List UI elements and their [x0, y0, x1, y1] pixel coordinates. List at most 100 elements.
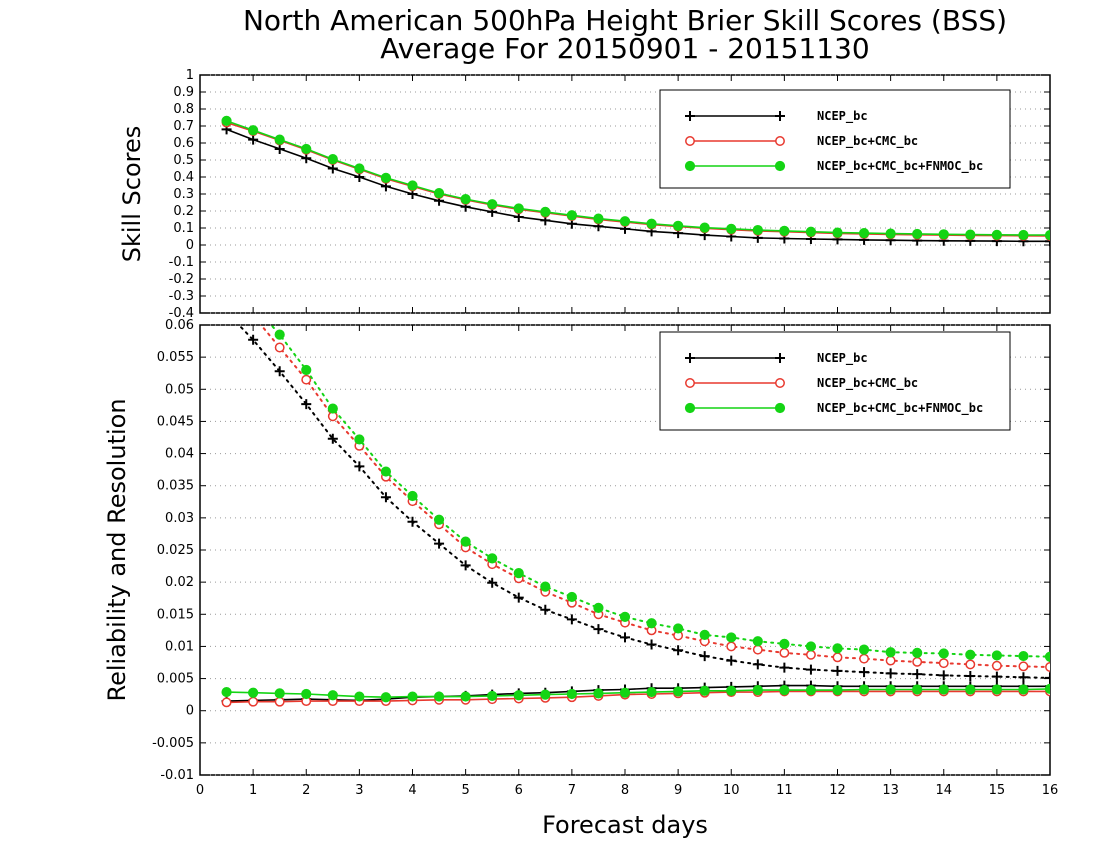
relres-series-ncep-bc-cmc-bc-fnmoc-bc-reliability-point-21	[779, 685, 790, 696]
skill-series-ncep-bc-point-4	[327, 163, 338, 174]
relres-series-ncep-bc-cmc-bc-fnmoc-bc-reliability-point-27	[938, 684, 949, 695]
relres-series-ncep-bc-cmc-bc-fnmoc-bc-reliability-point-0	[221, 686, 232, 698]
xtick-label-16: 16	[1042, 783, 1059, 798]
relres-ytick-label-13: 0.055	[157, 350, 194, 365]
relres-series-ncep-bc-resolution	[237, 325, 1050, 683]
relres-series-ncep-bc-resolution-point-25	[885, 668, 896, 679]
skill-series-ncep-bc-cmc-bc-fnmoc-bc-point-24	[858, 228, 870, 239]
relres-series-ncep-bc-cmc-bc-fnmoc-bc-resolution-point-13	[566, 591, 577, 603]
relres-series-ncep-bc-cmc-bc-fnmoc-bc-reliability-point-2	[274, 688, 285, 699]
skill-legend-marker-b-2	[774, 160, 786, 172]
skill-series-ncep-bc-point-1	[248, 134, 259, 145]
relres-series-ncep-bc-cmc-bc-fnmoc-bc-reliability-point-26	[912, 684, 923, 695]
skill-scores-series	[221, 115, 1050, 247]
relres-series-ncep-bc-cmc-bc-resolution-point-31	[1045, 662, 1050, 672]
relres-ytick-label-14: 0.06	[165, 318, 194, 333]
skill-ytick-label-3: -0.1	[169, 255, 194, 270]
relres-series-ncep-bc-cmc-bc-fnmoc-bc-reliability-point-17	[673, 686, 684, 697]
skill-series-ncep-bc-point-2	[274, 143, 285, 154]
relres-series-ncep-bc-cmc-bc-resolution-line	[259, 325, 1050, 668]
relres-series-ncep-bc-resolution-point-30	[1018, 672, 1029, 683]
xtick-label-15: 15	[989, 783, 1006, 798]
skill-ytick-label-7: 0.3	[173, 187, 194, 202]
relres-ytick-label-3: 0.005	[157, 672, 194, 687]
relres-series-ncep-bc-cmc-bc-fnmoc-bc-resolution-point-21	[779, 638, 790, 649]
relres-series-ncep-bc-cmc-bc-fnmoc-bc-reliability	[221, 683, 1050, 703]
relres-series-ncep-bc-resolution-point-4	[327, 433, 338, 444]
skill-series-ncep-bc-cmc-bc-fnmoc-bc-point-5	[354, 163, 365, 174]
relres-series-ncep-bc-cmc-bc-resolution-point-19	[726, 641, 737, 652]
xtick-label-1: 1	[249, 783, 257, 798]
relres-series-ncep-bc-cmc-bc-fnmoc-bc-reliability-point-14	[593, 688, 604, 699]
relres-series-ncep-bc-cmc-bc-fnmoc-bc-reliability-point-18	[699, 685, 710, 696]
relres-legend-marker-b-0	[775, 353, 785, 363]
skill-legend-label-0: NCEP_bc	[817, 109, 868, 124]
skill-series-ncep-bc-cmc-bc-fnmoc-bc-point-23	[832, 227, 843, 238]
relres-legend-marker-b-1	[775, 378, 785, 388]
relres-series-ncep-bc-cmc-bc-fnmoc-bc-resolution-point-14	[593, 602, 604, 613]
relres-series-ncep-bc-resolution-point-1	[248, 334, 259, 345]
relres-series-ncep-bc-cmc-bc-fnmoc-bc-resolution-point-7	[407, 490, 418, 502]
skill-ytick-label-13: 0.9	[173, 85, 194, 100]
xtick-label-8: 8	[621, 783, 629, 798]
skill-ytick-label-10: 0.6	[173, 136, 194, 151]
skill-series-ncep-bc-cmc-bc-fnmoc-bc-point-9	[460, 194, 471, 205]
relres-series-ncep-bc-cmc-bc-resolution-point-23	[832, 652, 843, 663]
relres-series-ncep-bc-cmc-bc-fnmoc-bc-reliability-point-1	[248, 687, 259, 698]
skill-series-ncep-bc-cmc-bc-fnmoc-bc-point-10	[487, 199, 498, 210]
skill-ytick-label-2: -0.2	[169, 272, 194, 287]
relres-series-ncep-bc-resolution-point-22	[805, 664, 816, 675]
relres-series-ncep-bc-resolution-point-27	[938, 670, 949, 681]
skill-ytick-label-11: 0.7	[173, 119, 194, 134]
skill-legend-box	[659, 89, 1011, 189]
relres-series-ncep-bc-cmc-bc-fnmoc-bc-reliability-point-5	[354, 691, 365, 702]
skill-series-ncep-bc-cmc-bc-fnmoc-bc-point-26	[912, 228, 923, 240]
relres-series-ncep-bc-resolution-point-24	[859, 667, 870, 678]
skill-series-ncep-bc-cmc-bc-fnmoc-bc-point-14	[593, 213, 604, 224]
skill-series-ncep-bc-cmc-bc-fnmoc-bc-point-29	[991, 229, 1002, 240]
skill-series-ncep-bc-cmc-bc-fnmoc-bc-point-12	[540, 206, 551, 217]
relres-series-ncep-bc-cmc-bc-fnmoc-bc-resolution-point-28	[965, 649, 976, 660]
relres-legend-label-2: NCEP_bc+CMC_bc+FNMOC_bc	[817, 401, 983, 416]
skill-legend-marker-a-0	[685, 111, 695, 121]
relres-series-ncep-bc-resolution-point-10	[487, 577, 498, 588]
relres-series-ncep-bc-cmc-bc-fnmoc-bc-resolution-point-10	[487, 553, 498, 564]
relres-series-ncep-bc-cmc-bc-fnmoc-bc-resolution-point-26	[912, 647, 923, 658]
relres-series-ncep-bc-cmc-bc-fnmoc-bc-reliability-point-12	[540, 689, 551, 700]
relres-series-ncep-bc-resolution-point-29	[991, 671, 1002, 682]
skill-ytick-label-4: 0	[186, 238, 194, 253]
relres-series-ncep-bc-cmc-bc-resolution-point-3	[301, 374, 312, 385]
reliability-resolution-legend: NCEP_bc NCEP_bc+CMC_bc NCEP_bc+CMC_bc+FNMO…	[659, 331, 1011, 431]
skill-scores-panel: -0.4 -0.3 -0.2 -0.1 0 0.1 0.2 0.3 0.4 0.5 0.6 0.7 0.…	[118, 68, 1051, 321]
chart-title: North American 500hPa Height Brier Skill…	[243, 4, 1007, 37]
relres-series-ncep-bc-cmc-bc-fnmoc-bc-reliability-point-23	[832, 685, 843, 696]
xtick-label-3: 3	[355, 783, 363, 798]
skill-series-ncep-bc-cmc-bc-fnmoc-bc-point-13	[566, 210, 577, 221]
relres-series-ncep-bc-cmc-bc-fnmoc-bc-reliability-point-4	[327, 690, 338, 701]
relres-series-ncep-bc-resolution-point-21	[779, 662, 790, 673]
skill-legend-marker-b-1	[775, 136, 785, 146]
relres-series-ncep-bc-cmc-bc-fnmoc-bc-reliability-point-15	[619, 687, 631, 698]
x-axis-label: Forecast days	[542, 811, 708, 839]
relres-series-ncep-bc-cmc-bc-reliability-point-1	[248, 696, 259, 707]
relres-ytick-label-4: 0.01	[165, 639, 194, 654]
relres-series-ncep-bc-cmc-bc-fnmoc-bc-reliability-point-24	[858, 684, 870, 695]
relres-series-ncep-bc-cmc-bc-fnmoc-bc-resolution-point-12	[540, 581, 551, 592]
skill-legend-marker-a-1	[685, 136, 695, 146]
relres-series-ncep-bc-cmc-bc-resolution-point-28	[965, 659, 976, 670]
xtick-label-5: 5	[461, 783, 469, 798]
relres-series-ncep-bc-resolution-point-20	[752, 659, 763, 670]
skill-ytick-label-9: 0.5	[173, 153, 194, 168]
relres-series-ncep-bc-cmc-bc-fnmoc-bc-reliability-point-7	[407, 691, 418, 702]
relres-series-ncep-bc-cmc-bc-fnmoc-bc-resolution-point-15	[619, 611, 631, 622]
relres-series-ncep-bc-resolution-point-28	[965, 671, 976, 681]
relres-series-ncep-bc-resolution-point-19	[726, 655, 737, 666]
xtick-label-6: 6	[515, 783, 523, 798]
relres-series-ncep-bc-cmc-bc-fnmoc-bc-resolution-point-17	[673, 623, 684, 634]
relres-series-ncep-bc-cmc-bc-reliability-point-0	[221, 697, 232, 708]
skill-series-ncep-bc-cmc-bc-fnmoc-bc-point-2	[274, 134, 285, 145]
relres-ytick-label-9: 0.035	[157, 479, 194, 494]
reliability-resolution-panel: -0.01 -0.005 0 0.005 0.01 0.015 0.02 0.025 0.03 0…	[103, 318, 1059, 798]
relres-series-ncep-bc-cmc-bc-fnmoc-bc-reliability-point-8	[433, 691, 445, 702]
relres-legend-box	[659, 331, 1011, 431]
